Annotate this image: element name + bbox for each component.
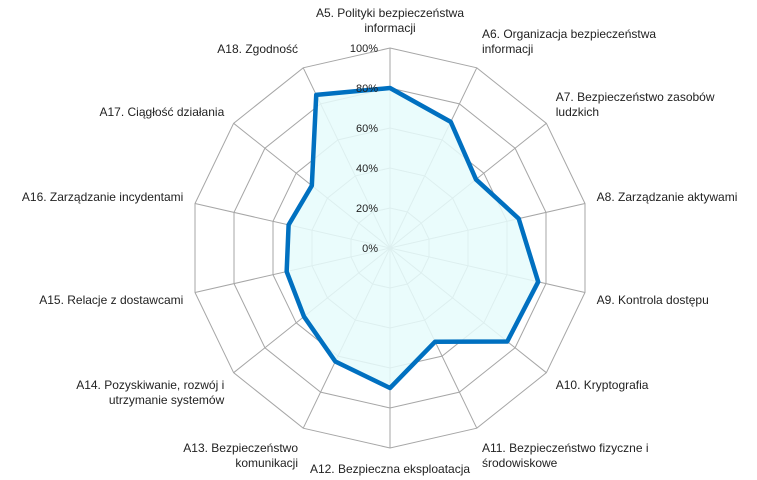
category-label-line: ludzkich	[556, 105, 599, 119]
category-label-line: A6. Organizacja bezpieczeństwa	[482, 27, 656, 41]
category-label-line: A15. Relacje z dostawcami	[39, 293, 183, 307]
category-label-line: A12. Bezpieczna eksploatacja	[310, 462, 470, 476]
category-label-line: A9. Kontrola dostępu	[597, 293, 709, 307]
category-label-14: A18. Zgodność	[217, 42, 298, 56]
category-label-8: A12. Bezpieczna eksploatacja	[310, 462, 470, 476]
category-label-9: A13. Bezpieczeństwo komunikacji	[183, 441, 298, 470]
category-labels: A5. Polityki bezpieczeństwa informacji A6.…	[22, 6, 738, 476]
category-label-line: A5. Polityki bezpieczeństwa	[316, 6, 464, 20]
series-area	[284, 85, 541, 391]
category-label-10: A14. Pozyskiwanie, rozwój i utrzymanie sy…	[76, 378, 224, 407]
category-label-line: A16. Zarządzanie incydentami	[22, 190, 183, 204]
category-label-line: A14. Pozyskiwanie, rozwój i	[76, 378, 224, 392]
category-label-line: A17. Ciągłość działania	[100, 105, 225, 119]
category-label-4: A8. Zarządzanie aktywami	[597, 190, 738, 204]
category-label-13: A17. Ciągłość działania	[100, 105, 225, 119]
tick-label-100: 100%	[350, 43, 378, 55]
tick-label-20: 20%	[356, 203, 378, 215]
tick-label-60: 60%	[356, 123, 378, 135]
category-label-5: A9. Kontrola dostępu	[597, 293, 709, 307]
category-label-6: A10. Kryptografia	[556, 378, 649, 392]
category-label-1: A5. Polityki bezpieczeństwa informacji	[316, 6, 464, 35]
category-label-line: informacji	[482, 42, 533, 56]
tick-label-80: 80%	[356, 83, 378, 95]
tick-label-0: 0%	[362, 243, 378, 255]
category-label-line: A7. Bezpieczeństwo zasobów	[556, 90, 715, 104]
category-label-7: A11. Bezpieczeństwo fizyczne i środowisko…	[482, 441, 649, 470]
tick-label-40: 40%	[356, 163, 378, 175]
category-label-12: A16. Zarządzanie incydentami	[22, 190, 183, 204]
category-label-line: utrzymanie systemów	[109, 393, 225, 407]
category-label-3: A7. Bezpieczeństwo zasobów ludzkich	[556, 90, 715, 119]
category-label-line: A11. Bezpieczeństwo fizyczne i	[482, 441, 649, 455]
radial-axis-ticks: 0% 20% 40% 60% 80% 100%	[350, 43, 378, 255]
category-label-line: komunikacji	[235, 456, 298, 470]
category-label-line: A18. Zgodność	[217, 42, 298, 56]
series-fill	[286, 88, 539, 388]
category-label-line: A13. Bezpieczeństwo	[183, 441, 298, 455]
category-label-line: informacji	[364, 21, 415, 35]
category-label-11: A15. Relacje z dostawcami	[39, 293, 183, 307]
category-label-line: A10. Kryptografia	[556, 378, 649, 392]
category-label-line: A8. Zarządzanie aktywami	[597, 190, 738, 204]
category-label-line: środowiskowe	[482, 456, 558, 470]
category-label-2: A6. Organizacja bezpieczeństwa informacji	[482, 27, 656, 56]
